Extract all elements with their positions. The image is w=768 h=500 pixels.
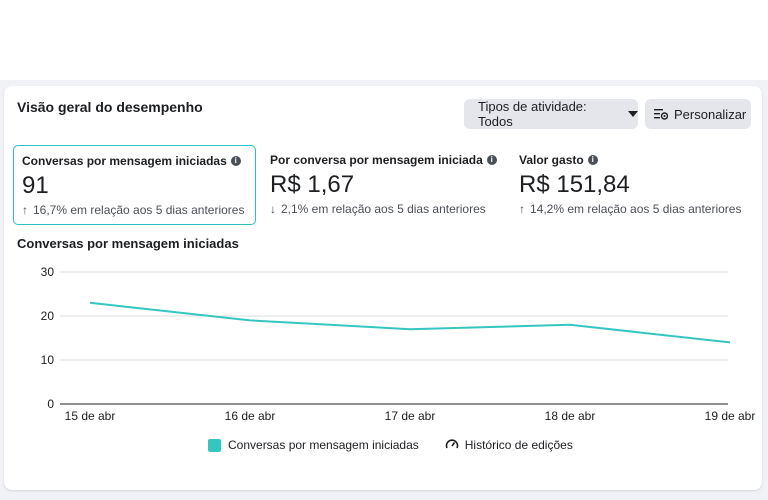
y-tick-label: 10	[41, 353, 55, 367]
x-tick-label: 17 de abr	[385, 409, 436, 423]
legend-swatch	[208, 438, 221, 452]
activity-types-label: Tipos de atividade: Todos	[478, 99, 587, 129]
metric-cost-per-conversation[interactable]: Por conversa por mensagem iniciada i R$ …	[262, 145, 505, 225]
info-icon[interactable]: i	[486, 155, 497, 165]
x-tick-label: 16 de abr	[225, 409, 276, 423]
chart-legend: Conversas por mensagem iniciadas Históri…	[208, 438, 573, 452]
metric-label: Conversas por mensagem iniciadas	[22, 154, 227, 168]
metric-delta: 2,1% em relação aos 5 dias anteriores	[281, 202, 486, 216]
info-icon[interactable]: i	[230, 156, 241, 166]
chart-title: Conversas por mensagem iniciadas	[17, 236, 239, 251]
performance-overview-card: Visão geral do desempenho Tipos de ativi…	[4, 86, 762, 490]
series-line	[89, 301, 731, 344]
legend-series-label: Conversas por mensagem iniciadas	[228, 438, 419, 452]
x-tick-label: 15 de abr	[65, 409, 116, 423]
line-chart: 0 10 20 30 15 de abr 16 de abr 17 de abr 18 de …	[41, 265, 756, 423]
arrow-down-icon: ↓	[270, 202, 276, 216]
metric-delta: 14,2% em relação aos 5 dias anteriores	[530, 202, 742, 216]
customize-label: Personalizar	[674, 106, 747, 122]
x-tick-label: 18 de abr	[545, 409, 596, 423]
activity-types-dropdown[interactable]: Tipos de atividade: Todos	[464, 99, 638, 129]
legend-edit-history[interactable]: Histórico de edições	[445, 438, 573, 452]
metric-label: Valor gasto	[519, 153, 584, 167]
customize-button[interactable]: Personalizar	[645, 99, 751, 129]
metric-value: R$ 1,67	[270, 171, 355, 198]
y-tick-label: 30	[41, 265, 55, 279]
gauge-icon	[445, 439, 459, 449]
y-tick-label: 20	[41, 309, 55, 323]
metric-amount-spent[interactable]: Valor gasto i R$ 151,84 ↑ 14,2% em relaç…	[511, 145, 754, 225]
legend-series[interactable]: Conversas por mensagem iniciadas	[208, 438, 419, 452]
metric-conversations[interactable]: Conversas por mensagem iniciadas i 91 ↑ …	[13, 145, 256, 225]
customize-icon	[654, 109, 668, 120]
metric-value: R$ 151,84	[519, 171, 630, 198]
legend-history-label: Histórico de edições	[464, 438, 573, 452]
metric-label: Por conversa por mensagem iniciada	[270, 153, 483, 167]
arrow-up-icon: ↑	[519, 202, 525, 216]
metric-value: 91	[22, 172, 49, 199]
arrow-up-icon: ↑	[22, 203, 28, 217]
info-icon[interactable]: i	[587, 155, 598, 165]
x-tick-label: 19 de abr	[705, 409, 756, 423]
y-tick-label: 0	[47, 397, 54, 411]
metric-delta: 16,7% em relação aos 5 dias anteriores	[33, 203, 245, 217]
card-title: Visão geral do desempenho	[17, 99, 203, 115]
caret-down-icon	[628, 111, 638, 117]
